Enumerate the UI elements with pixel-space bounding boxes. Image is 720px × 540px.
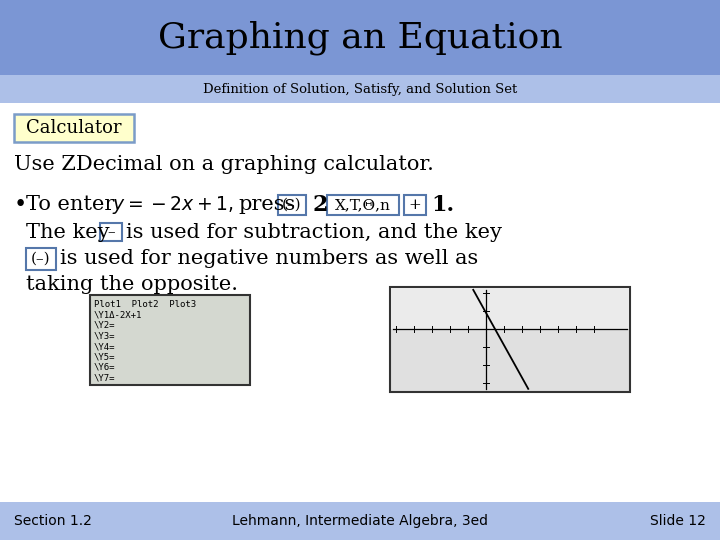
Bar <box>391 288 629 329</box>
Text: Calculator: Calculator <box>26 119 122 137</box>
Text: Lehmann, Intermediate Algebra, 3ed: Lehmann, Intermediate Algebra, 3ed <box>232 514 488 528</box>
Text: –: – <box>107 225 114 239</box>
Text: Plot1  Plot2  Plot3: Plot1 Plot2 Plot3 <box>94 300 196 309</box>
Text: \Y7=: \Y7= <box>94 374 115 382</box>
Text: is used for negative numbers as well as: is used for negative numbers as well as <box>60 249 478 268</box>
Text: 2: 2 <box>312 194 328 216</box>
Text: is used for subtraction, and the key: is used for subtraction, and the key <box>126 222 502 241</box>
Text: X,T,Θ,n: X,T,Θ,n <box>335 198 391 212</box>
Text: \Y4=: \Y4= <box>94 342 115 351</box>
Text: (–): (–) <box>282 198 302 212</box>
Text: Definition of Solution, Satisfy, and Solution Set: Definition of Solution, Satisfy, and Sol… <box>203 83 517 96</box>
Bar <box>0 0 720 75</box>
Text: taking the opposite.: taking the opposite. <box>26 275 238 294</box>
Bar <box>0 103 720 502</box>
FancyBboxPatch shape <box>404 195 426 215</box>
Bar <box>390 287 630 392</box>
Bar <box>0 502 720 540</box>
FancyBboxPatch shape <box>278 195 306 215</box>
Text: The key: The key <box>26 222 109 241</box>
FancyBboxPatch shape <box>14 114 134 142</box>
Text: +: + <box>409 198 421 212</box>
Text: •: • <box>14 194 27 216</box>
Text: press: press <box>238 195 295 214</box>
FancyBboxPatch shape <box>100 223 122 241</box>
Text: \Y5=: \Y5= <box>94 353 115 361</box>
FancyBboxPatch shape <box>327 195 399 215</box>
Text: Section 1.2: Section 1.2 <box>14 514 92 528</box>
Text: \Y2=: \Y2= <box>94 321 115 330</box>
Text: 1.: 1. <box>431 194 454 216</box>
Text: \Y1Δ-2X+1: \Y1Δ-2X+1 <box>94 310 143 320</box>
Text: To enter: To enter <box>26 195 121 214</box>
Text: \Y3=: \Y3= <box>94 332 115 341</box>
Text: (–): (–) <box>31 252 51 266</box>
Bar <box>0 75 720 103</box>
FancyBboxPatch shape <box>26 248 56 270</box>
Text: \Y6=: \Y6= <box>94 363 115 372</box>
Text: $y = -2x+1,$: $y = -2x+1,$ <box>112 194 234 216</box>
Bar <box>90 295 250 385</box>
Text: Graphing an Equation: Graphing an Equation <box>158 20 562 55</box>
Text: Slide 12: Slide 12 <box>650 514 706 528</box>
Text: Use ZDecimal on a graphing calculator.: Use ZDecimal on a graphing calculator. <box>14 156 434 174</box>
